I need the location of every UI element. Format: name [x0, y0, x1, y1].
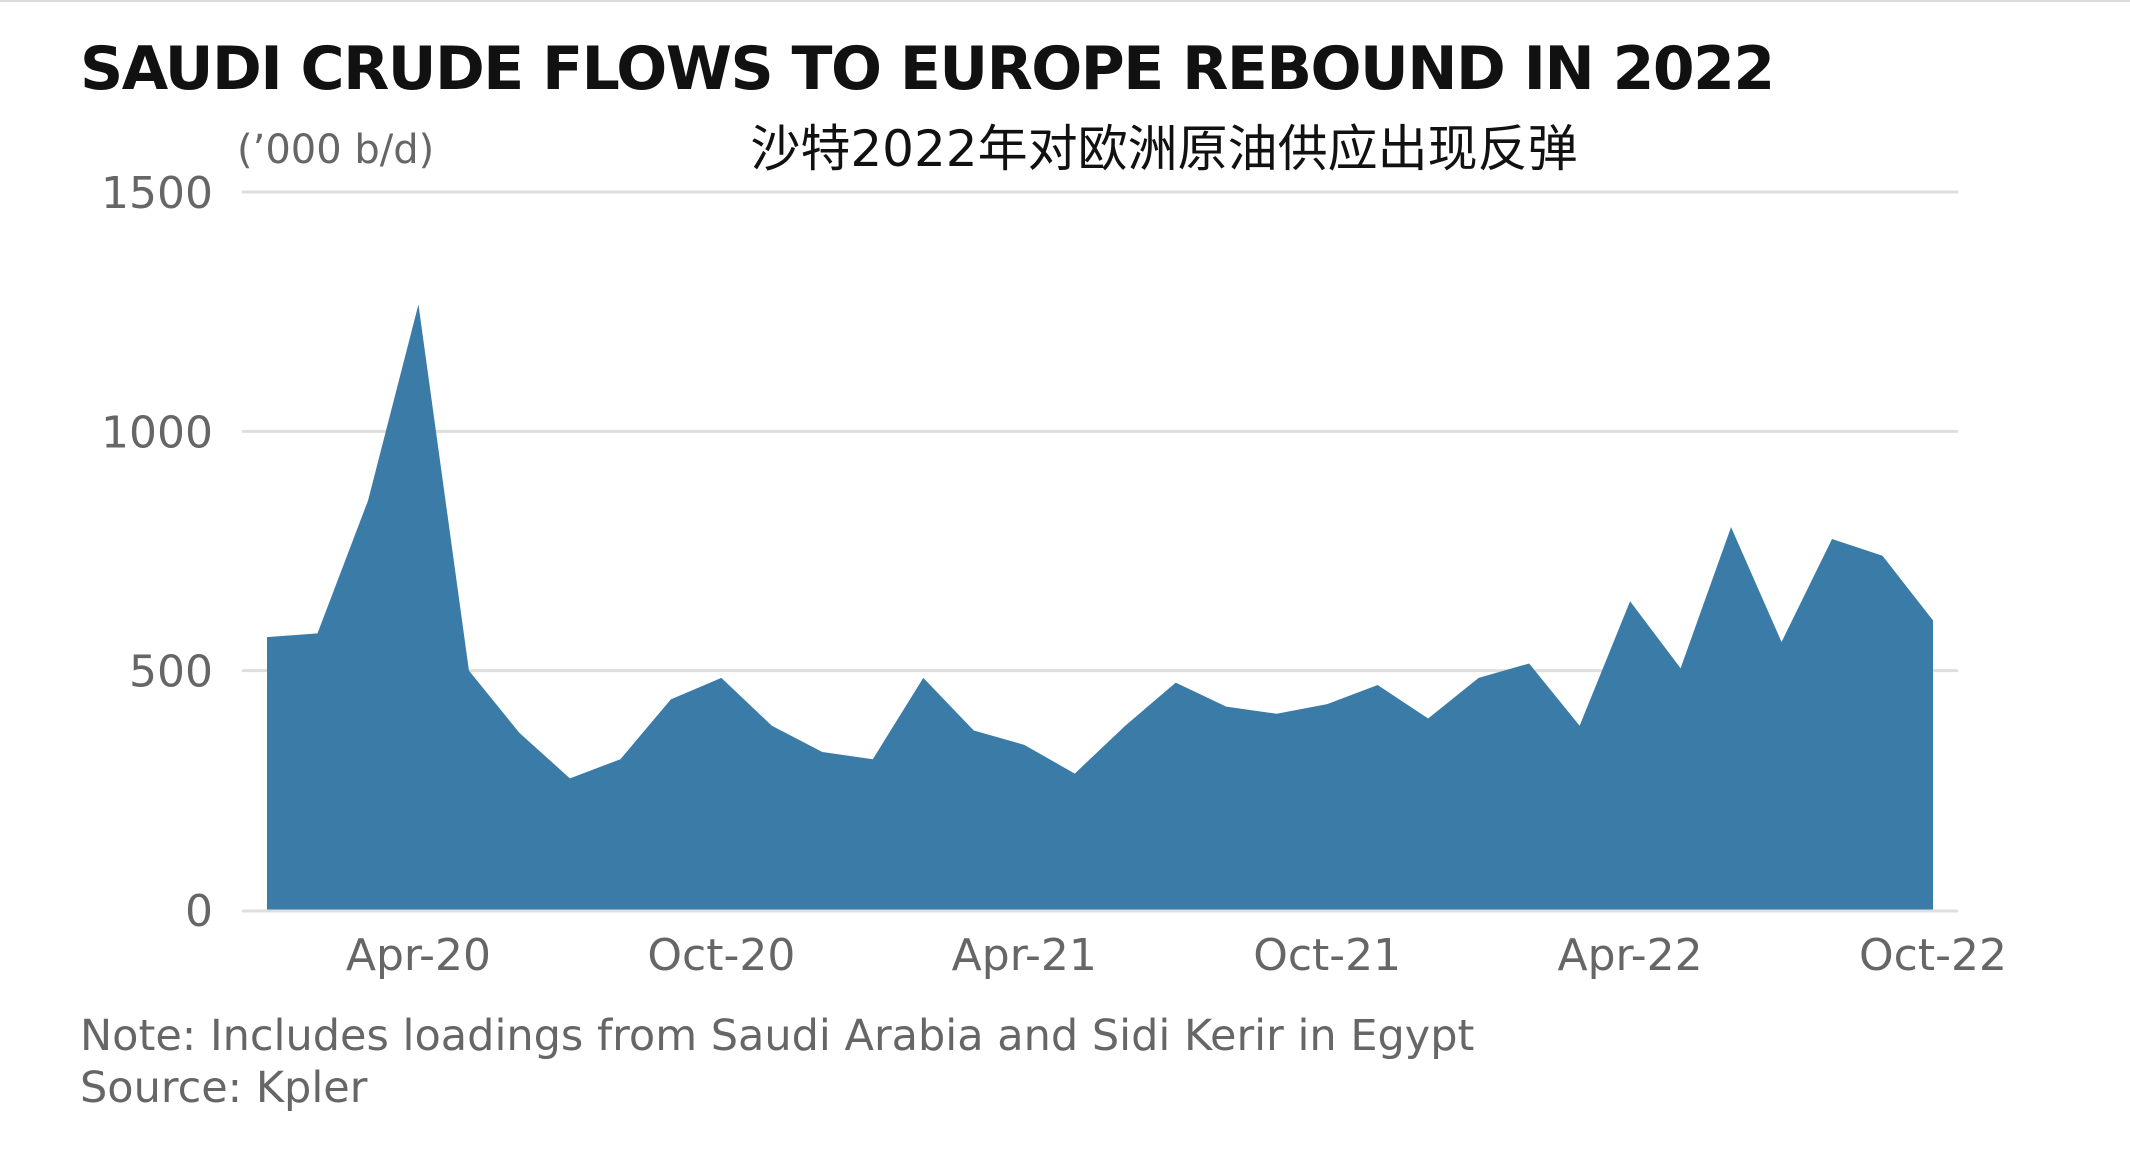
x-tick-label: Apr-21 — [952, 930, 1097, 981]
y-tick-label: 1500 — [101, 168, 213, 219]
gridlines — [242, 190, 1958, 673]
y-tick-label: 0 — [185, 886, 213, 937]
footnote: Note: Includes loadings from Saudi Arabi… — [80, 1010, 1474, 1114]
subtitle-chinese: 沙特2022年对欧洲原油供应出现反弹 — [750, 120, 1577, 178]
x-tick-label: Apr-22 — [1558, 930, 1703, 981]
source-text: Source: Kpler — [80, 1063, 368, 1113]
y-tick-label: 1000 — [101, 407, 213, 458]
x-axis-ticks: Apr-20 Oct-20 Apr-21 Oct-21 Apr-22 Oct-22 — [346, 930, 2007, 981]
top-rule — [0, 0, 2130, 2]
chart-title: SAUDI CRUDE FLOWS TO EUROPE REBOUND IN 2… — [80, 34, 1775, 104]
y-axis-ticks: 0 500 1000 1500 — [101, 168, 213, 937]
x-tick-label: Apr-20 — [346, 930, 491, 981]
y-tick-label: 500 — [129, 647, 213, 698]
unit-label: (’000 b/d) — [237, 127, 434, 173]
x-tick-label: Oct-20 — [647, 930, 795, 981]
series-area — [267, 304, 1933, 910]
x-tick-label: Oct-22 — [1859, 930, 2007, 981]
x-tick-label: Oct-21 — [1253, 930, 1401, 981]
note-text: Note: Includes loadings from Saudi Arabi… — [80, 1011, 1475, 1061]
